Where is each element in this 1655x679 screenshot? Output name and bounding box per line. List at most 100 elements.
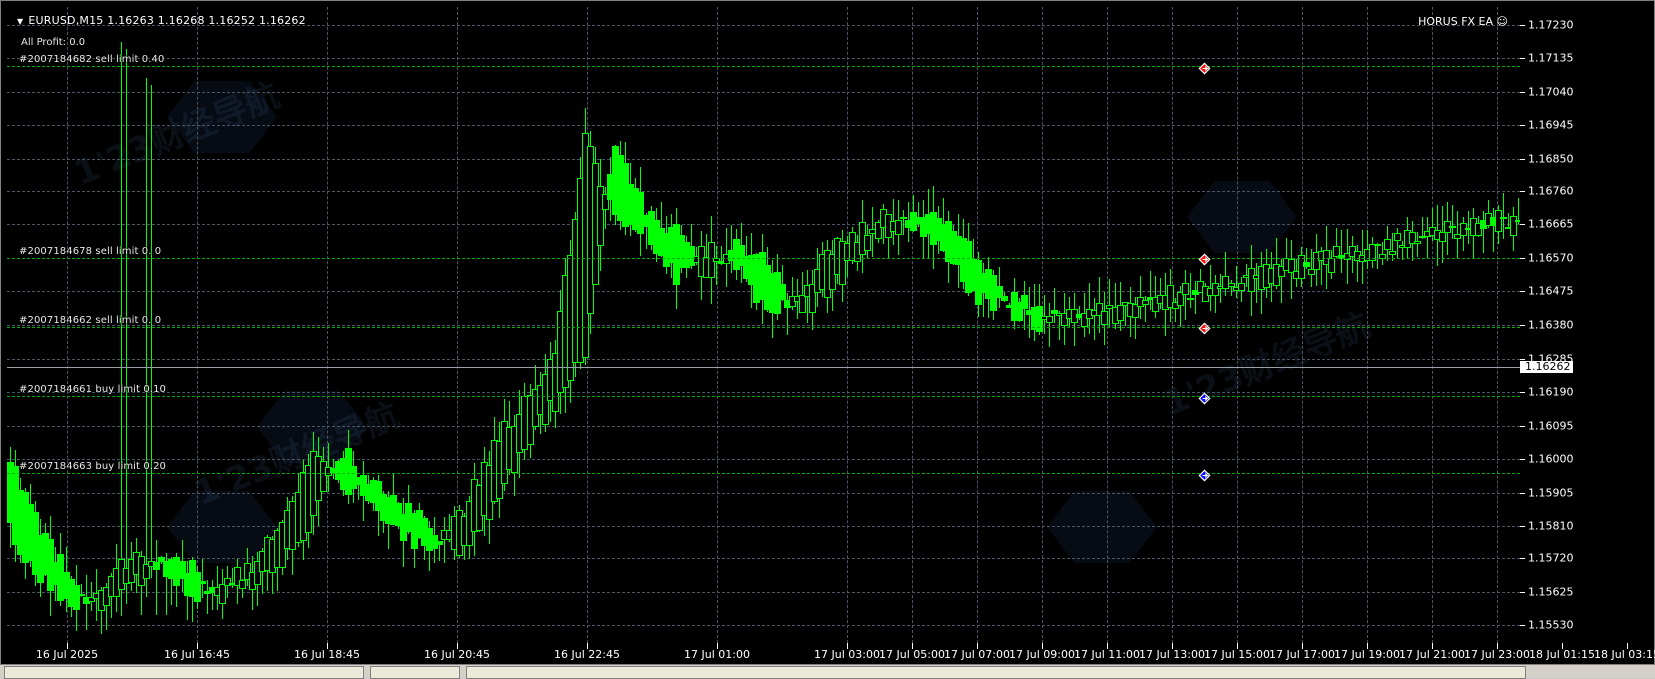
- candle-body: [899, 217, 907, 219]
- candle-body: [1308, 269, 1316, 275]
- candlestick: [1439, 7, 1447, 643]
- candle-body: [1373, 243, 1381, 247]
- ea-name-label: HORUS FX EA ☺: [1418, 15, 1508, 28]
- candle-wick: [1149, 271, 1151, 310]
- candlestick: [143, 7, 151, 643]
- price-tick-mark: [1520, 91, 1525, 93]
- candle-wick: [1134, 296, 1136, 340]
- candle-wick: [781, 265, 783, 301]
- order-line-sell[interactable]: [7, 257, 1520, 259]
- price-tick-mark: [1520, 392, 1525, 394]
- time-tick-label: 17 Jul 01:00: [684, 648, 750, 661]
- price-tick-label: 1.16380: [1528, 318, 1574, 332]
- candlestick: [193, 7, 201, 643]
- candle-wick: [917, 201, 919, 228]
- time-tick-mark: [1497, 643, 1498, 649]
- order-line-sell[interactable]: [7, 66, 1520, 67]
- candle-body: [1237, 283, 1245, 291]
- candlestick: [1222, 7, 1230, 643]
- candlestick: [899, 7, 907, 643]
- candle-body: [1051, 309, 1058, 315]
- candle-body: [239, 580, 246, 590]
- candle-body: [839, 241, 847, 286]
- price-scale[interactable]: 1.17230 1.17135 1.17040 1.16945 1.16850 1.167…: [1520, 7, 1650, 643]
- time-tick-label: 16 Jul 16:45: [164, 648, 230, 661]
- candlestick: [1419, 7, 1427, 643]
- order-marker-buy[interactable]: [1198, 390, 1211, 405]
- chart-plot-area[interactable]: 1'23财经导航 1'23财经导航 1'23财经导航 #2007184682 s…: [7, 7, 1520, 643]
- candle-wick: [1225, 251, 1227, 296]
- time-tick-mark: [1107, 643, 1108, 649]
- candlestick: [894, 7, 902, 643]
- taskbar-button[interactable]: [370, 666, 460, 679]
- candle-body: [1182, 282, 1190, 295]
- candlestick: [1333, 7, 1341, 643]
- candle-body: [1222, 275, 1230, 289]
- candle-wick: [1321, 246, 1323, 285]
- current-price-label: 1.16262: [1520, 360, 1573, 373]
- candlestick: [1131, 7, 1139, 643]
- candlestick: [839, 7, 847, 643]
- order-label[interactable]: #2007184662 sell limit 0. 0: [19, 314, 162, 326]
- price-tick-label: 1.16000: [1528, 452, 1574, 466]
- taskbar-button[interactable]: [4, 666, 364, 679]
- candle-wick: [1124, 302, 1126, 327]
- candle-wick: [1391, 233, 1393, 262]
- candle-wick: [1311, 248, 1313, 287]
- chart-collapse-icon[interactable]: ▼: [17, 16, 24, 26]
- candlestick: [1323, 7, 1331, 643]
- time-tick-mark: [1302, 643, 1303, 649]
- taskbar-button[interactable]: [466, 666, 1526, 679]
- order-marker-sell[interactable]: [1198, 60, 1211, 74]
- candle-body: [1388, 251, 1396, 255]
- candle-body: [233, 567, 241, 587]
- candle-wick: [126, 49, 127, 604]
- price-tick-mark: [1520, 558, 1525, 560]
- price-tick-mark: [1520, 459, 1525, 461]
- candlestick: [1449, 7, 1457, 643]
- order-marker-sell[interactable]: [1198, 251, 1211, 266]
- order-line-sell[interactable]: [7, 326, 1520, 328]
- candlestick: [808, 7, 816, 643]
- candlestick: [1494, 7, 1502, 643]
- price-tick-label: 1.16850: [1528, 152, 1574, 166]
- time-tick-label: 16 Jul 22:45: [554, 648, 620, 661]
- candlestick: [1061, 7, 1069, 643]
- order-label[interactable]: #2007184682 sell limit 0.40: [19, 54, 165, 65]
- price-tick-label: 1.15720: [1528, 551, 1574, 565]
- candlestick: [1167, 7, 1174, 643]
- candle-wick: [801, 271, 803, 314]
- symbol-info-bar: ▼ EURUSD,M15 1.16263 1.16268 1.16252 1.16…: [17, 14, 306, 27]
- order-label[interactable]: #2007184661 buy limit 0.10: [19, 384, 167, 396]
- candle-body: [203, 591, 211, 595]
- order-label[interactable]: #2007184663 buy limit 0.20: [19, 461, 167, 473]
- order-line-buy[interactable]: [7, 473, 1520, 475]
- candle-body: [395, 502, 403, 526]
- candlestick: [1116, 7, 1124, 643]
- candle-wick: [645, 213, 647, 249]
- time-scale[interactable]: 16 Jul 2025 16 Jul 16:45 16 Jul 18:45 16 Ju…: [7, 643, 1655, 665]
- order-marker-sell[interactable]: [1198, 320, 1211, 335]
- candlestick: [1373, 7, 1381, 643]
- candlestick: [778, 7, 786, 643]
- candle-wick: [1432, 207, 1434, 241]
- candlestick: [637, 7, 645, 643]
- candle-body: [874, 222, 882, 239]
- candle-wick: [1376, 242, 1378, 270]
- order-label[interactable]: #2007184678 sell limit 0. 0: [19, 245, 162, 257]
- candlestick: [1182, 7, 1190, 643]
- candle-body: [72, 585, 80, 611]
- order-line-buy[interactable]: [7, 396, 1520, 398]
- candlestick: [223, 7, 231, 643]
- order-marker-buy[interactable]: [1198, 467, 1211, 482]
- price-tick-label: 1.15905: [1528, 486, 1574, 500]
- candlestick: [1015, 7, 1023, 643]
- price-tick-label: 1.17040: [1528, 85, 1574, 99]
- candle-wick: [1054, 288, 1055, 323]
- candle-body: [1000, 295, 1008, 301]
- candle-wick: [358, 476, 359, 500]
- candle-wick: [121, 42, 122, 616]
- candle-body: [1227, 283, 1235, 288]
- candlestick: [1454, 7, 1462, 643]
- price-tick-label: 1.16665: [1528, 217, 1574, 231]
